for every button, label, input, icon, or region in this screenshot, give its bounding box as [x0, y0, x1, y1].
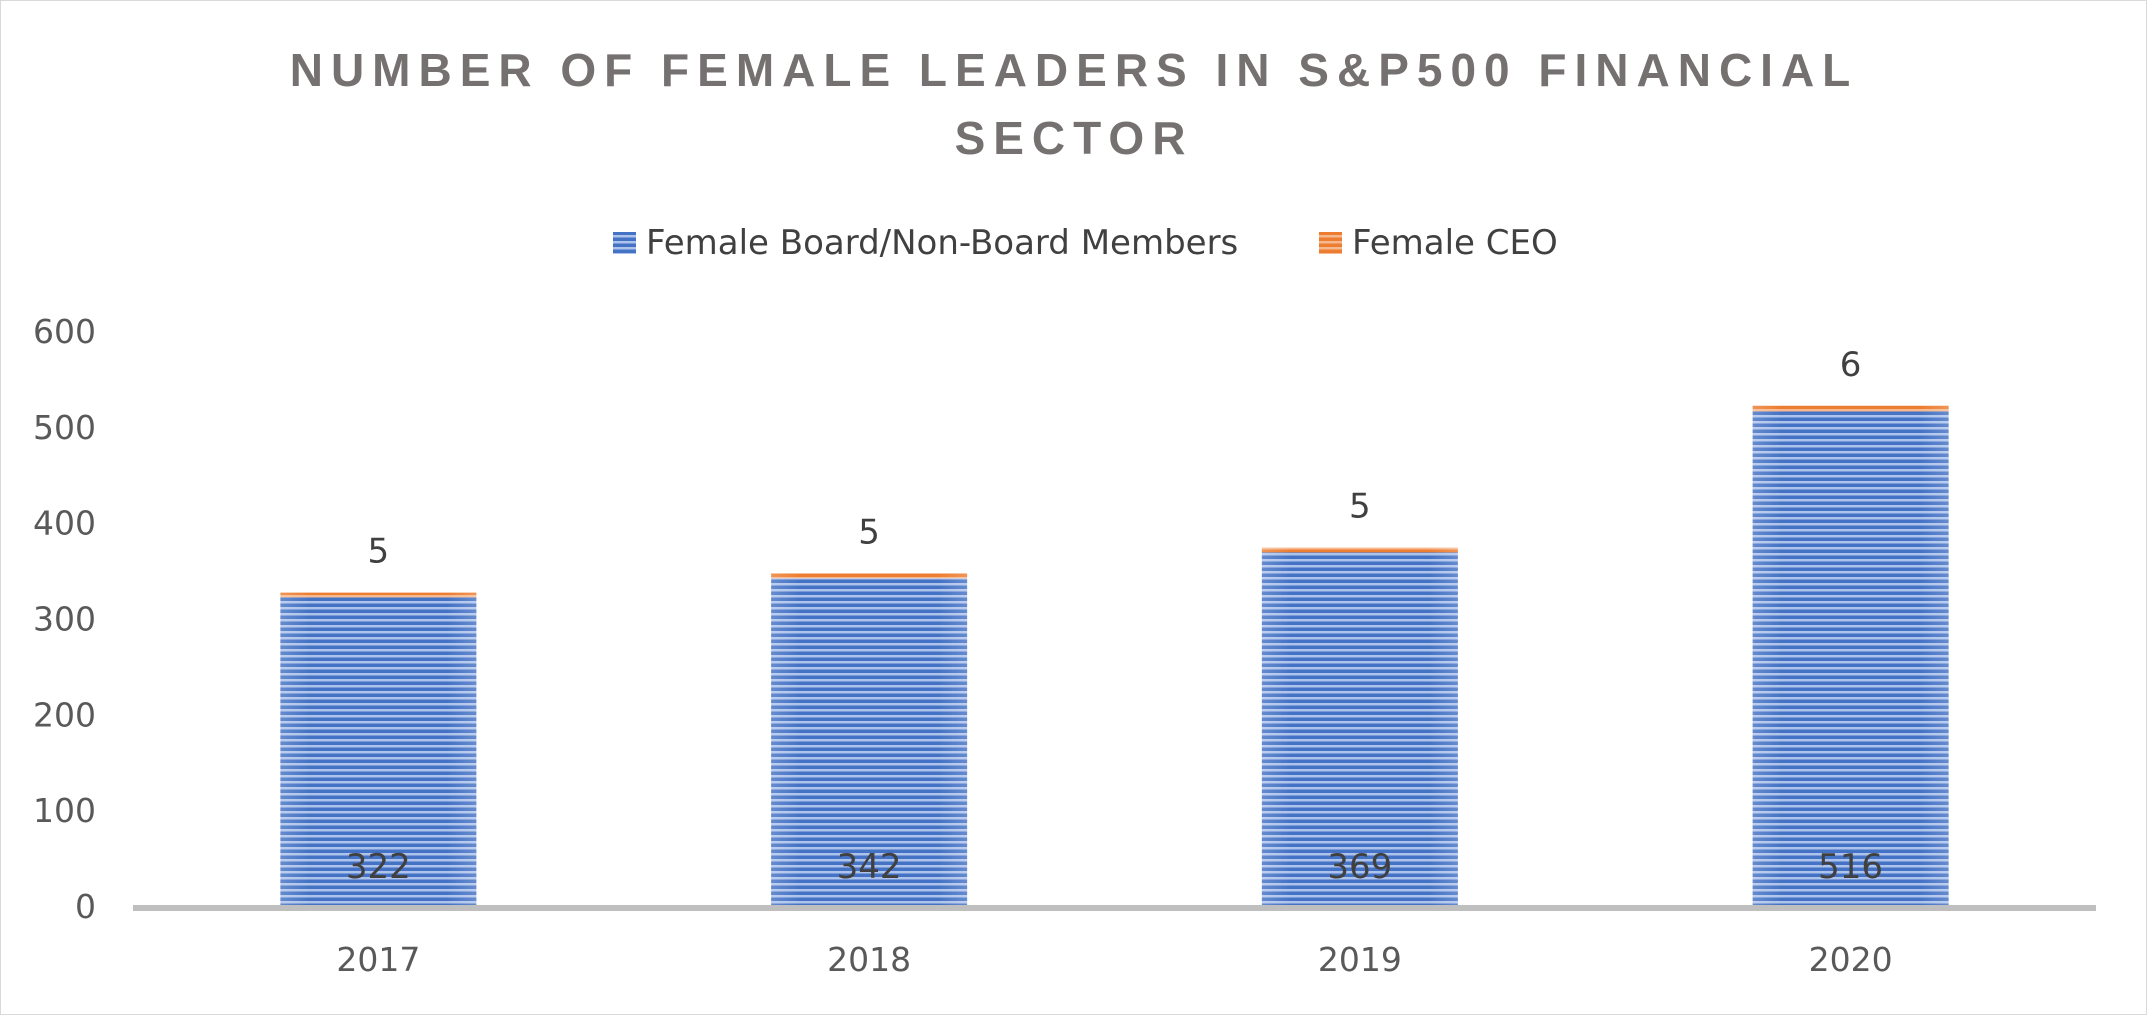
y-tick-label: 500 — [33, 408, 96, 447]
data-label-ceo-2019: 5 — [1349, 487, 1371, 527]
bar-ceo-shade-2017 — [280, 592, 477, 598]
y-tick-label: 100 — [33, 791, 96, 830]
legend-label-board-members: Female Board/Non-Board Members — [646, 223, 1238, 263]
bar-ceo-shade-2018 — [771, 573, 968, 579]
x-tick-label: 2019 — [1318, 940, 1402, 979]
bars — [280, 405, 1949, 906]
y-tick-label: 400 — [33, 504, 96, 543]
y-tick-label: 300 — [33, 600, 96, 639]
y-tick-label: 200 — [33, 695, 96, 734]
data-label-board-members-2020: 516 — [1818, 847, 1883, 887]
legend-label-ceo: Female CEO — [1352, 223, 1558, 263]
bar-ceo-shade-2020 — [1752, 405, 1949, 412]
chart-title-line-2: SECTOR — [955, 112, 1194, 164]
data-label-board-members-2017: 322 — [346, 847, 411, 887]
data-label-ceo-2020: 6 — [1840, 345, 1862, 385]
data-label-board-members-2018: 342 — [837, 847, 902, 887]
bar-ceo-shade-2019 — [1261, 547, 1458, 553]
data-label-ceo-2017: 5 — [368, 532, 390, 572]
y-tick-label: 600 — [33, 312, 96, 351]
x-tick-label: 2018 — [827, 940, 911, 979]
x-tick-label: 2017 — [336, 940, 420, 979]
data-label-board-members-2019: 369 — [1327, 847, 1392, 887]
legend: Female Board/Non-Board Members Female CE… — [613, 223, 1558, 263]
bar-board-members-shade-2020 — [1752, 411, 1949, 906]
data-label-ceo-2018: 5 — [858, 512, 880, 552]
bar-board-members-shade-2019 — [1261, 552, 1458, 906]
bar-board-members-shade-2017 — [280, 597, 477, 906]
y-tick-label: 0 — [75, 887, 96, 926]
chart-title-line-1: NUMBER OF FEMALE LEADERS IN S&P500 FINAN… — [290, 44, 1859, 96]
x-tick-label: 2020 — [1809, 940, 1893, 979]
bar-board-members-shade-2018 — [771, 578, 968, 906]
legend-swatch-board-members — [613, 232, 636, 254]
x-axis: 2017 2018 2019 2020 — [336, 940, 1892, 979]
legend-swatch-ceo — [1319, 232, 1342, 254]
data-labels: 322 5 342 5 369 5 516 6 — [346, 345, 1883, 887]
y-axis: 0 100 200 300 400 500 600 — [33, 312, 96, 926]
